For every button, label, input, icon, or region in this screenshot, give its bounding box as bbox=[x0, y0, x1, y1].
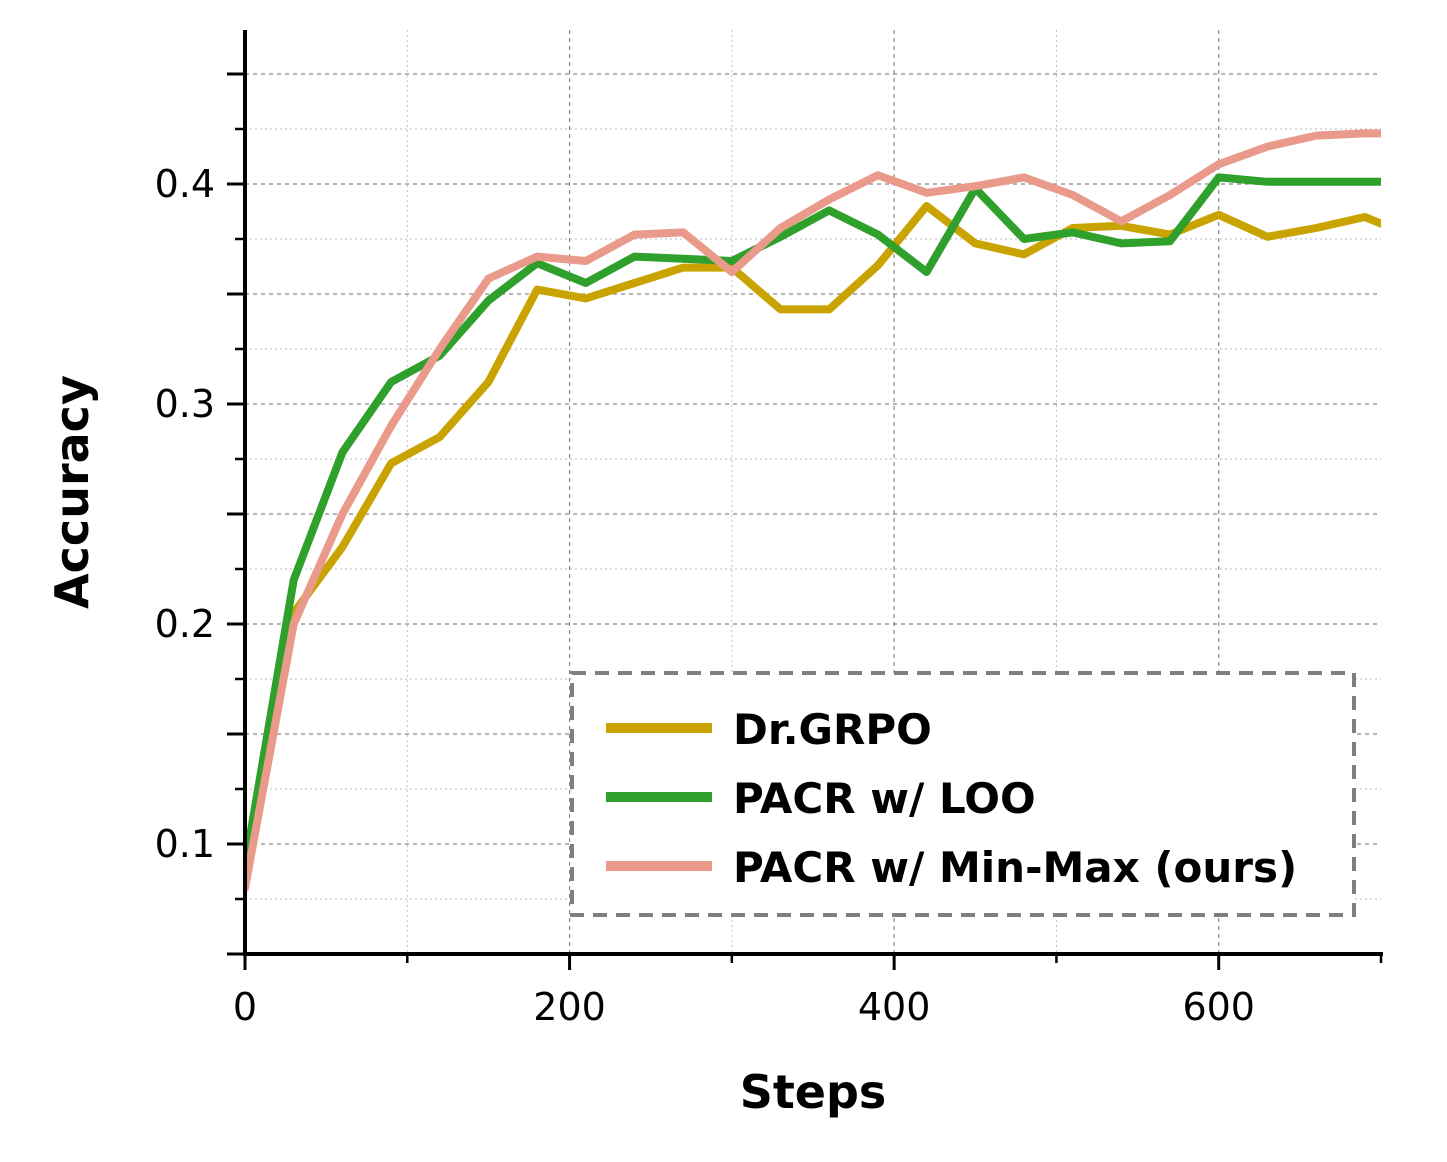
x-tick-label: 400 bbox=[858, 985, 931, 1029]
series-lines bbox=[245, 129, 1381, 892]
x-axis-label: Steps bbox=[740, 1065, 887, 1119]
x-tick-label: 200 bbox=[533, 985, 606, 1029]
series-line-3 bbox=[245, 129, 1381, 892]
series-line-1 bbox=[245, 202, 1381, 881]
y-axis-label: Accuracy bbox=[45, 375, 99, 609]
legend-label: PACR w/ Min-Max (ours) bbox=[733, 843, 1297, 892]
ticks bbox=[227, 72, 1383, 970]
tick-labels: 0.1 0.2 0.3 0.4 0 200 400 600 bbox=[155, 162, 1255, 1029]
y-tick-label: 0.1 bbox=[155, 822, 215, 866]
y-tick-label: 0.3 bbox=[155, 382, 215, 426]
legend-label: Dr.GRPO bbox=[733, 705, 932, 754]
x-tick-label: 600 bbox=[1182, 985, 1255, 1029]
legend-items: Dr.GRPO PACR w/ LOO PACR w/ Min-Max (ours) bbox=[606, 705, 1297, 892]
legend-item: PACR w/ Min-Max (ours) bbox=[606, 843, 1297, 892]
y-tick-label: 0.2 bbox=[155, 602, 215, 646]
legend-item: PACR w/ LOO bbox=[606, 774, 1036, 823]
legend: Dr.GRPO PACR w/ LOO PACR w/ Min-Max (ours) bbox=[570, 671, 1356, 917]
x-tick-label: 0 bbox=[233, 985, 257, 1029]
legend-label: PACR w/ LOO bbox=[733, 774, 1036, 823]
y-tick-label: 0.4 bbox=[155, 162, 215, 206]
legend-item: Dr.GRPO bbox=[606, 705, 932, 754]
